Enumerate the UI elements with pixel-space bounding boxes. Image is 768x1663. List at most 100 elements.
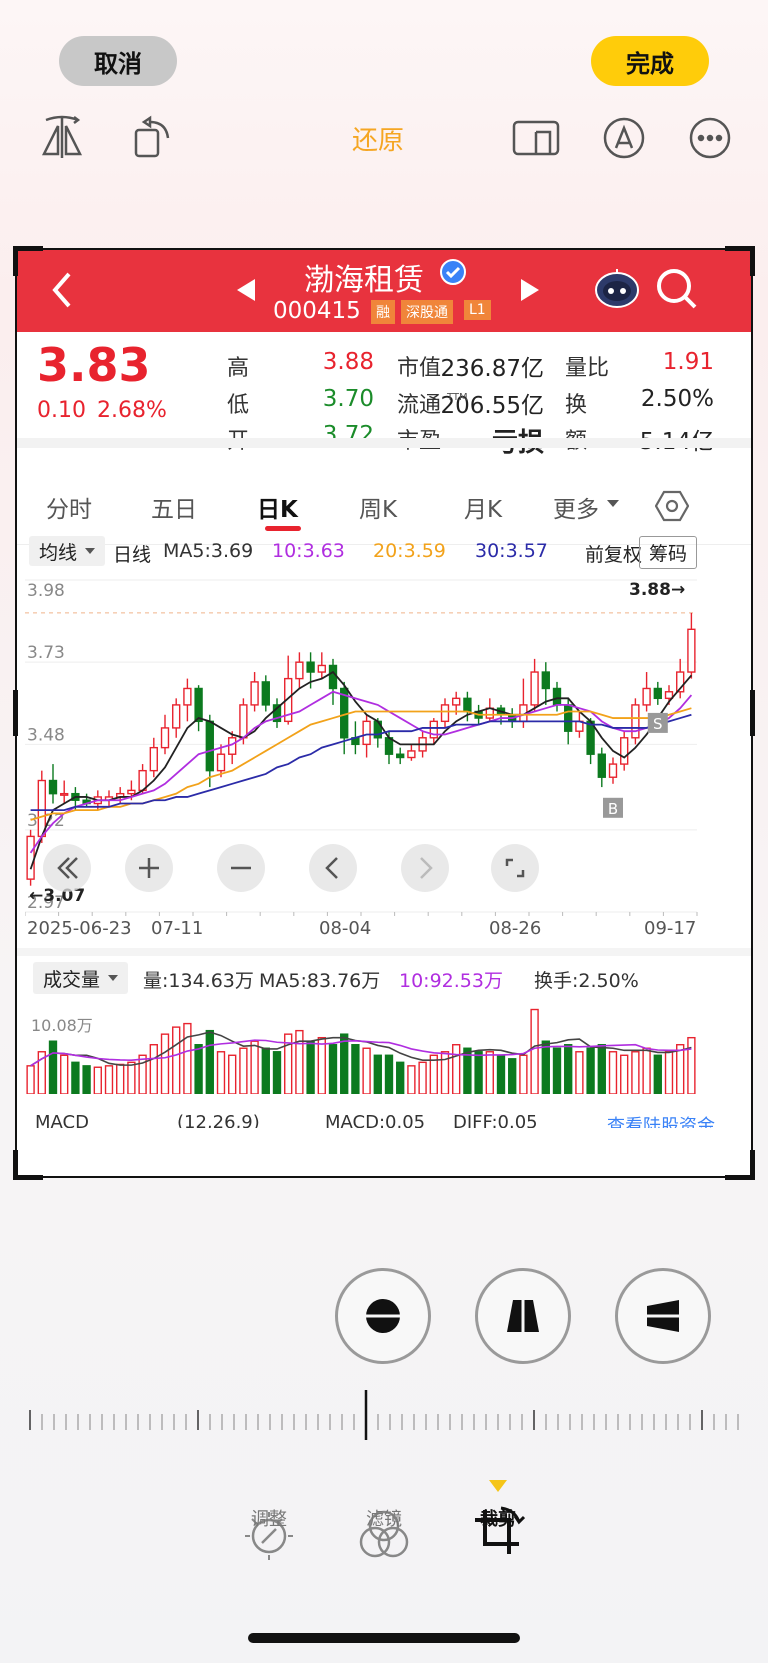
volume-bar xyxy=(104,1065,114,1094)
volume-bar xyxy=(687,1036,696,1094)
volume-bar xyxy=(149,1044,158,1094)
pan-right-button[interactable] xyxy=(401,844,449,892)
candle xyxy=(597,753,606,778)
pan-left-button[interactable] xyxy=(309,844,357,892)
stock-name: 渤海租赁 xyxy=(304,263,424,298)
candle xyxy=(552,687,562,706)
candle xyxy=(687,628,696,673)
volume-bar xyxy=(306,1040,315,1094)
candle xyxy=(642,687,651,706)
candle xyxy=(676,671,685,693)
rotate-icon[interactable] xyxy=(128,112,180,164)
quote-label: 低 xyxy=(227,393,250,418)
markup-icon[interactable] xyxy=(598,112,650,164)
volume-bar xyxy=(384,1054,394,1094)
quote-label: 量比 xyxy=(565,356,610,381)
rotation-dial[interactable] xyxy=(24,1390,744,1440)
candle xyxy=(60,792,69,796)
more-options-icon[interactable] xyxy=(684,112,736,164)
cancel-button[interactable]: 取消 xyxy=(59,36,177,86)
horizontal-perspective-icon xyxy=(643,1300,683,1332)
straighten-button[interactable] xyxy=(335,1268,431,1364)
candle xyxy=(396,753,405,759)
sell-marker[interactable] xyxy=(647,712,668,733)
prev-stock-icon[interactable] xyxy=(235,277,257,303)
tab-crop[interactable]: 裁剪 xyxy=(480,1509,516,1530)
indicator-dropdown[interactable]: 成交量 xyxy=(33,962,129,994)
tab-filters[interactable]: 滤镜 xyxy=(366,1509,402,1530)
tab-daily-k[interactable]: 日K xyxy=(257,497,298,523)
done-button[interactable]: 完成 xyxy=(591,36,709,86)
adjust-icon[interactable] xyxy=(242,1510,296,1560)
pan-left-icon xyxy=(325,857,338,879)
tab-intraday[interactable]: 分时 xyxy=(46,497,92,523)
volume-bar xyxy=(250,1040,259,1094)
price-change: 0.10 xyxy=(37,398,86,423)
candle xyxy=(407,750,416,759)
last-price: 3.83 xyxy=(37,338,151,392)
candle xyxy=(452,697,461,706)
candle xyxy=(608,763,618,778)
candle xyxy=(127,789,136,795)
crop-frame[interactable]: 渤海租赁 000415 融 深股通 L1 3.83 0.10 2.68% 高 3.… xyxy=(15,248,753,1178)
pe-superscript: TTM xyxy=(447,392,468,403)
adjust-mode[interactable]: 前复权 xyxy=(585,544,643,566)
volume-bar xyxy=(60,1054,69,1094)
revert-button[interactable]: 还原 xyxy=(352,126,405,156)
volume-bar xyxy=(519,1054,528,1094)
volume-bar xyxy=(71,1061,80,1094)
turnover: 换手:2.50% xyxy=(534,970,639,992)
candle xyxy=(261,681,270,706)
candle xyxy=(37,779,46,838)
volume-ma-line xyxy=(30,1039,692,1067)
filters-icon[interactable] xyxy=(357,1508,411,1562)
zoom-out-button[interactable] xyxy=(217,844,265,892)
x-axis-tick: 2025-06-23 xyxy=(27,918,132,939)
volume-bar xyxy=(407,1065,416,1094)
tab-five-day[interactable]: 五日 xyxy=(151,497,197,523)
candle xyxy=(328,664,338,690)
vertical-perspective-button[interactable] xyxy=(475,1268,571,1364)
chip-button[interactable]: 筹码 xyxy=(639,536,698,569)
tab-weekly-k[interactable]: 周K xyxy=(359,497,398,523)
tab-more[interactable]: 更多 xyxy=(553,497,599,523)
zoom-back-button[interactable] xyxy=(43,844,91,892)
ma-type-dropdown[interactable]: 均线 xyxy=(29,536,106,566)
y-axis-tick: 2.97 xyxy=(27,893,65,913)
x-axis-tick: 08-26 xyxy=(489,918,542,939)
y-axis-tick: 3.73 xyxy=(27,643,65,663)
candle xyxy=(194,687,203,723)
x-axis-tick: 09-17 xyxy=(644,918,697,939)
zoom-in-button[interactable] xyxy=(125,844,173,892)
crop-icon[interactable] xyxy=(471,1506,525,1560)
flip-horizontal-icon[interactable] xyxy=(36,112,88,164)
candle xyxy=(26,835,35,880)
zoom-back-icon xyxy=(57,857,78,879)
ma5-value: MA5:3.69 xyxy=(163,540,254,562)
capital-flow-link[interactable]: 查看陆股资金 xyxy=(607,1116,715,1128)
volume-bar xyxy=(183,1022,192,1094)
zoom-in-icon xyxy=(139,858,159,878)
chart-settings-icon[interactable] xyxy=(655,490,689,522)
candle xyxy=(541,671,550,690)
volume-bar xyxy=(295,1029,304,1094)
quote-label: 换 xyxy=(565,393,588,418)
horizontal-perspective-button[interactable] xyxy=(615,1268,711,1364)
straighten-icon xyxy=(361,1299,405,1333)
candle xyxy=(463,697,472,713)
macd-label[interactable]: MACD xyxy=(35,1112,89,1128)
volume-ma5: MA5:83.76万 xyxy=(259,970,381,992)
robot-assistant-icon[interactable] xyxy=(593,266,641,310)
tab-monthly-k[interactable]: 月K xyxy=(464,497,503,523)
next-stock-icon[interactable] xyxy=(519,277,541,303)
tab-adjust[interactable]: 调整 xyxy=(251,1509,287,1530)
volume-chart xyxy=(26,1008,696,1094)
back-icon[interactable] xyxy=(47,270,77,310)
pan-right-icon xyxy=(420,857,433,879)
search-icon[interactable] xyxy=(654,266,700,312)
volume-bar xyxy=(564,1044,573,1094)
buy-marker[interactable] xyxy=(603,797,623,818)
aspect-ratio-icon[interactable] xyxy=(510,112,562,164)
fullscreen-button[interactable] xyxy=(491,844,539,892)
